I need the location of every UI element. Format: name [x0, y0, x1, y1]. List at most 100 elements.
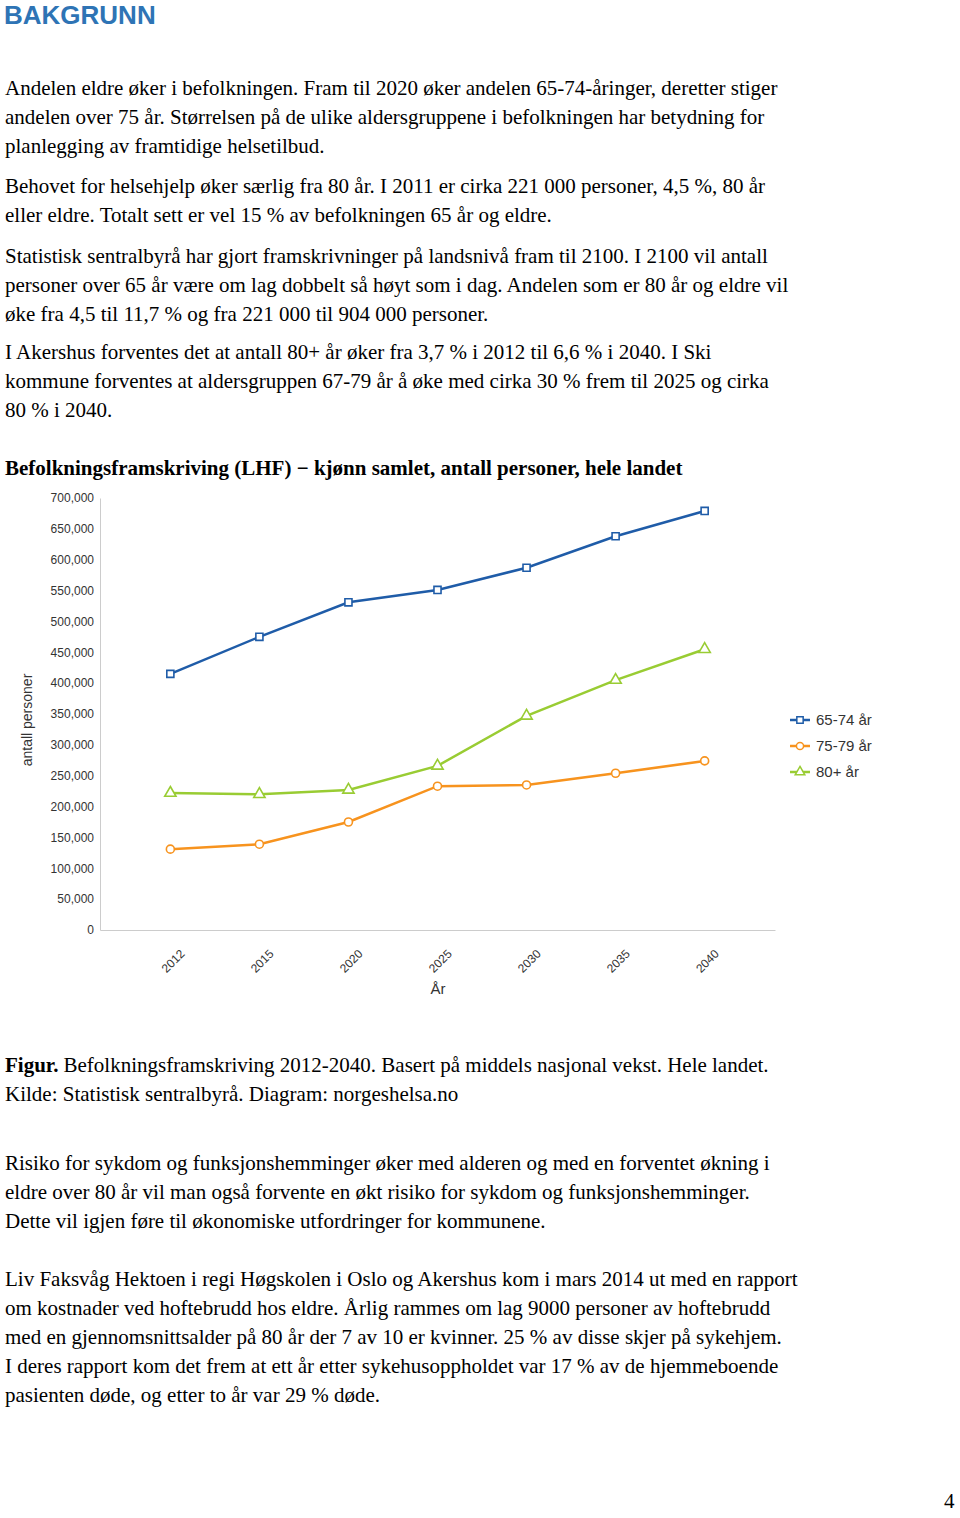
- y-tick-label: 350,000: [51, 707, 95, 721]
- text-line: Behovet for helsehjelp øker særlig fra 8…: [5, 172, 765, 201]
- x-tick: 2030: [515, 930, 544, 976]
- y-tick-label: 450,000: [51, 646, 95, 660]
- y-tick: 300,000: [51, 738, 100, 752]
- x-tick-label: 2020: [337, 947, 366, 976]
- paragraph: Andelen eldre øker i befolkningen. Fram …: [5, 74, 777, 161]
- y-tick-label: 150,000: [51, 831, 95, 845]
- marker: [701, 507, 708, 514]
- marker: [167, 670, 174, 677]
- y-tick: 650,000: [51, 522, 100, 536]
- paragraph: Liv Faksvåg Hektoen i regi Høgskolen i O…: [5, 1265, 798, 1410]
- y-tick: 400,000: [51, 676, 100, 690]
- caption-label: Figur.: [5, 1053, 58, 1077]
- y-tick-label: 300,000: [51, 738, 95, 752]
- paragraph: I Akershus forventes det at antall 80+ å…: [5, 338, 769, 425]
- caption-line: Figur.Befolkningsframskriving 2012-2040.…: [5, 1051, 769, 1080]
- legend-item: 75-79 år: [790, 737, 872, 754]
- marker: [255, 840, 263, 848]
- y-axis-line: [100, 499, 101, 931]
- y-tick-label: 550,000: [51, 584, 95, 598]
- legend-marker: [796, 742, 803, 749]
- x-tick-label: 2035: [604, 947, 633, 976]
- marker: [345, 599, 352, 606]
- marker: [254, 788, 265, 798]
- caption-text: Befolkningsframskriving 2012-2040. Baser…: [63, 1053, 768, 1077]
- x-tick-label: 2012: [159, 947, 188, 976]
- legend-item: 80+ år: [790, 763, 859, 780]
- text-line: Andelen eldre øker i befolkningen. Fram …: [5, 74, 777, 103]
- legend-label: 65-74 år: [816, 711, 872, 728]
- marker: [521, 709, 532, 719]
- y-tick: 50,000: [57, 892, 100, 906]
- y-tick-label: 400,000: [51, 676, 95, 690]
- text-line: øke fra 4,5 til 11,7 % og fra 221 000 ti…: [5, 300, 488, 329]
- caption-text: Kilde: Statistisk sentralbyrå. Diagram: …: [5, 1082, 458, 1106]
- chart-title: Befolkningsframskriving (LHF) − kjønn sa…: [5, 456, 682, 481]
- y-tick-label: 200,000: [51, 800, 95, 814]
- marker: [701, 757, 709, 765]
- text-line: I Akershus forventes det at antall 80+ å…: [5, 338, 711, 367]
- x-tick: 2020: [337, 930, 366, 976]
- y-tick: 550,000: [51, 584, 100, 598]
- series-line: [170, 649, 704, 794]
- marker: [612, 769, 620, 777]
- paragraph: Statistisk sentralbyrå har gjort framskr…: [5, 242, 788, 329]
- x-tick: 2040: [693, 930, 722, 976]
- y-tick: 450,000: [51, 646, 100, 660]
- y-tick-label: 650,000: [51, 522, 95, 536]
- legend-marker: [797, 717, 803, 723]
- x-tick: 2015: [248, 930, 277, 976]
- text-line: pasienten døde, og etter to år var 29 % …: [5, 1381, 380, 1410]
- y-tick: 350,000: [51, 707, 100, 721]
- y-tick-label: 0: [87, 923, 94, 937]
- caption-line: Kilde: Statistisk sentralbyrå. Diagram: …: [5, 1080, 458, 1109]
- y-tick-label: 700,000: [51, 491, 95, 505]
- y-tick-label: 500,000: [51, 615, 95, 629]
- marker: [432, 759, 443, 769]
- text-line: eldre over 80 år vil man også forvente e…: [5, 1178, 750, 1207]
- text-line: Dette vil igjen føre til økonomiske utfo…: [5, 1207, 546, 1236]
- y-tick: 200,000: [51, 800, 100, 814]
- text-line: personer over 65 år være om lag dobbelt …: [5, 271, 788, 300]
- text-line: Statistisk sentralbyrå har gjort framskr…: [5, 242, 768, 271]
- text-line: kommune forventes at aldersgruppen 67-79…: [5, 367, 769, 396]
- x-tick-label: 2040: [693, 947, 722, 976]
- y-tick: 700,000: [51, 491, 100, 505]
- marker: [343, 783, 354, 793]
- y-tick: 250,000: [51, 769, 100, 783]
- marker: [434, 586, 441, 593]
- x-tick: 2035: [604, 930, 633, 976]
- marker: [699, 643, 710, 653]
- x-tick: 2012: [159, 930, 188, 976]
- legend-label: 80+ år: [816, 763, 859, 780]
- page-number: 4: [944, 1489, 955, 1514]
- text-line: eller eldre. Totalt sett er vel 15 % av …: [5, 201, 552, 230]
- series-line: [170, 511, 704, 674]
- text-line: andelen over 75 år. Størrelsen på de uli…: [5, 103, 764, 132]
- y-tick: 100,000: [51, 862, 100, 876]
- heading: BAKGRUNN: [4, 0, 156, 31]
- text-line: om kostnader ved hoftebrudd hos eldre. Å…: [5, 1294, 770, 1323]
- legend-item: 65-74 år: [790, 711, 872, 728]
- text-line: Risiko for sykdom og funksjonshemminger …: [5, 1149, 770, 1178]
- y-axis: 0 50,000 100,000 150,000 200,000 250,000 300,0…: [51, 491, 101, 937]
- marker: [166, 845, 174, 853]
- text-line: planlegging av framtidige helsetilbud.: [5, 132, 325, 161]
- y-tick: 0: [87, 923, 100, 937]
- plot-area: [165, 507, 711, 853]
- text-line: med en gjennomsnittsalder på 80 år der 7…: [5, 1323, 782, 1352]
- y-tick: 150,000: [51, 831, 100, 845]
- text-line: Liv Faksvåg Hektoen i regi Høgskolen i O…: [5, 1265, 798, 1294]
- marker: [165, 786, 176, 796]
- text-line: 80 % i 2040.: [5, 396, 112, 425]
- marker: [344, 818, 352, 826]
- chart: 0 50,000 100,000 150,000 200,000 250,000 300,0…: [0, 490, 960, 1010]
- marker: [612, 533, 619, 540]
- y-axis-title: antall personer: [19, 673, 35, 766]
- text-line: I deres rapport kom det frem at ett år e…: [5, 1352, 778, 1381]
- y-tick-label: 600,000: [51, 553, 95, 567]
- y-tick: 500,000: [51, 615, 100, 629]
- y-tick-label: 100,000: [51, 862, 95, 876]
- legend-marker: [795, 766, 805, 774]
- paragraph: Risiko for sykdom og funksjonshemminger …: [5, 1149, 770, 1236]
